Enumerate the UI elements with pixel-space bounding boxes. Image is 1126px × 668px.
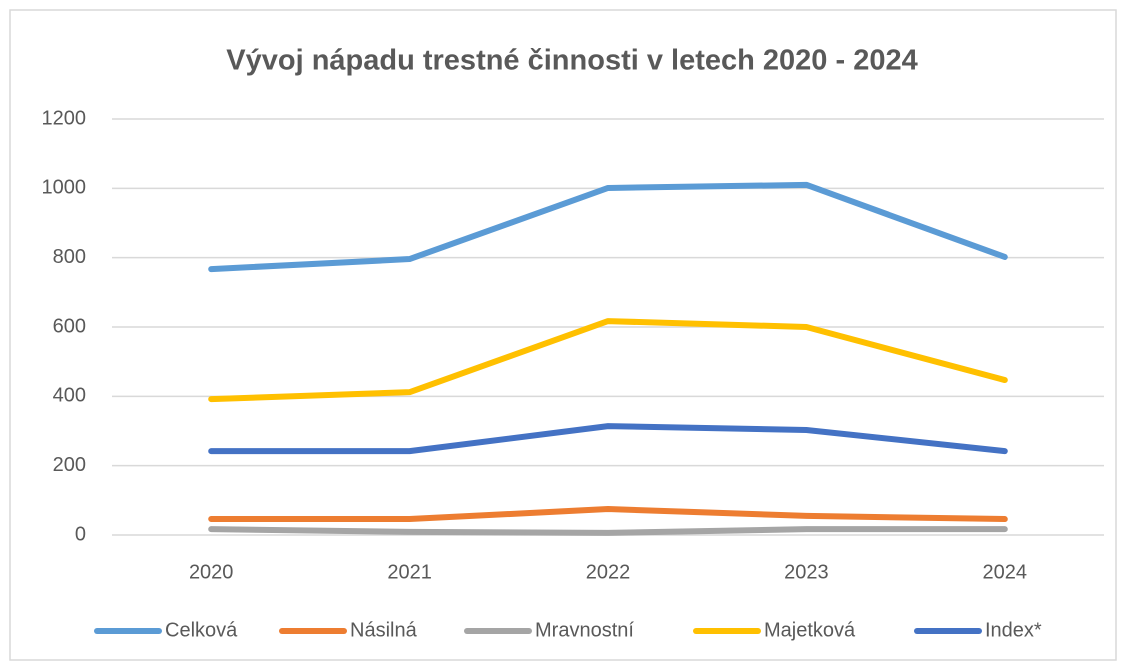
legend-label: Index* [985,619,1042,641]
x-tick-label: 2023 [784,561,829,583]
chart-title: Vývoj nápadu trestné činnosti v letech 2… [226,45,917,77]
x-tick-label: 2020 [189,561,234,583]
y-tick-label: 800 [53,246,86,268]
y-tick-label: 200 [53,454,86,476]
x-tick-label: 2024 [983,561,1028,583]
y-tick-label: 0 [75,523,86,545]
series-line [208,526,1008,536]
series-line [208,423,1008,455]
y-tick-label: 1000 [42,177,87,199]
series-line [208,181,1008,273]
legend-label: Násilná [350,619,418,641]
legend-label: Celková [165,619,238,641]
legend-label: Mravnostní [535,619,634,641]
legend-label: Majetková [764,619,856,641]
series-line [208,318,1008,403]
y-tick-label: 400 [53,385,86,407]
y-tick-label: 1200 [42,107,87,129]
y-tick-label: 600 [53,315,86,337]
x-tick-label: 2021 [387,561,432,583]
x-tick-label: 2022 [586,561,631,583]
series-line [208,506,1008,523]
